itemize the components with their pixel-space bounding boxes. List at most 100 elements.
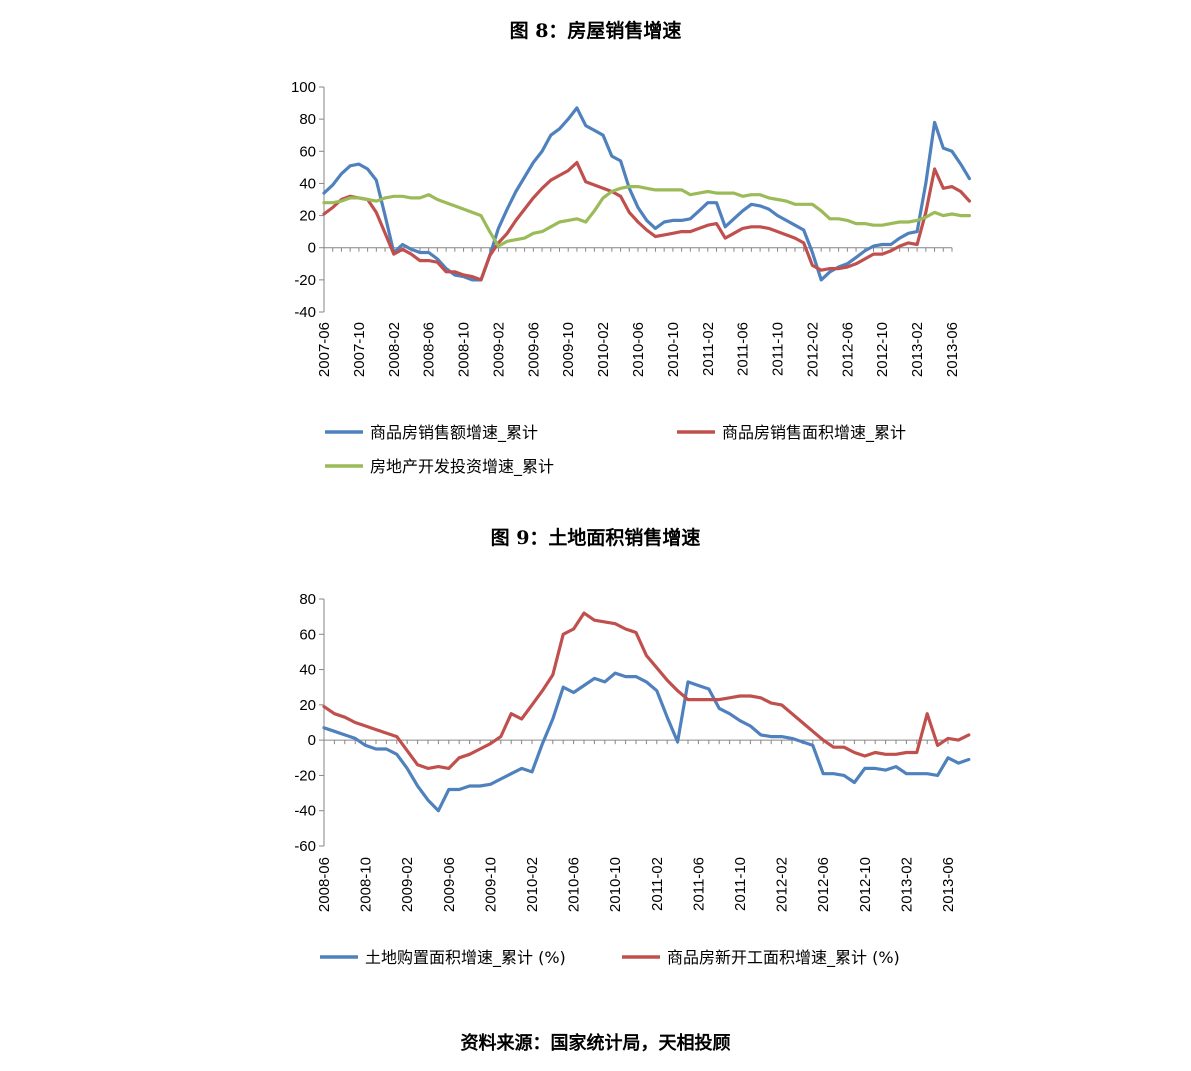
data-point bbox=[406, 749, 409, 752]
data-point bbox=[936, 744, 939, 747]
data-point bbox=[785, 200, 788, 203]
data-point bbox=[828, 267, 831, 270]
data-point bbox=[698, 209, 700, 212]
data-point bbox=[645, 219, 648, 222]
data-point bbox=[733, 232, 735, 235]
legend-label: 土地购置面积增速_累计 (%) bbox=[365, 948, 566, 968]
data-point bbox=[506, 240, 509, 243]
data-point bbox=[924, 216, 927, 219]
legend-label: 商品房销售额增速_累计 bbox=[370, 423, 538, 443]
data-point bbox=[637, 185, 639, 188]
y-tick-label: 100 bbox=[291, 79, 316, 96]
data-point bbox=[624, 628, 627, 630]
data-point bbox=[331, 206, 334, 209]
data-point bbox=[437, 765, 440, 768]
data-point bbox=[837, 217, 840, 220]
data-point bbox=[532, 232, 535, 235]
data-point bbox=[663, 221, 666, 223]
data-point bbox=[828, 217, 831, 220]
data-point bbox=[584, 221, 587, 223]
data-point bbox=[603, 621, 606, 623]
data-point bbox=[916, 219, 919, 222]
data-point bbox=[855, 262, 857, 265]
data-point bbox=[689, 230, 692, 233]
data-point bbox=[759, 193, 762, 196]
data-point bbox=[916, 230, 919, 233]
data-point bbox=[541, 230, 543, 233]
data-point bbox=[603, 681, 606, 683]
data-point bbox=[427, 193, 430, 196]
data-point bbox=[392, 253, 395, 256]
data-point bbox=[531, 771, 533, 773]
data-point bbox=[863, 222, 866, 225]
x-tick-label: 2010-02 bbox=[595, 322, 612, 377]
data-point bbox=[576, 106, 578, 109]
data-point bbox=[593, 209, 596, 212]
data-point bbox=[323, 705, 325, 708]
data-point bbox=[468, 785, 471, 787]
data-point bbox=[419, 196, 421, 199]
data-point bbox=[951, 185, 953, 188]
data-point bbox=[375, 211, 378, 214]
data-point bbox=[354, 721, 357, 724]
data-point bbox=[619, 160, 622, 162]
data-point bbox=[654, 235, 657, 238]
data-point bbox=[354, 737, 357, 740]
data-point bbox=[419, 259, 421, 262]
data-point bbox=[410, 196, 413, 199]
data-point bbox=[506, 232, 509, 235]
data-point bbox=[480, 214, 482, 217]
data-point bbox=[532, 196, 535, 199]
data-point bbox=[635, 675, 637, 678]
data-point bbox=[619, 187, 622, 190]
data-point bbox=[436, 258, 439, 260]
data-point bbox=[715, 201, 718, 204]
x-tick-label: 2013-02 bbox=[898, 857, 915, 912]
data-point bbox=[514, 238, 517, 241]
data-point bbox=[942, 214, 945, 217]
data-point bbox=[881, 243, 884, 246]
data-point bbox=[384, 214, 386, 217]
data-point bbox=[532, 161, 535, 164]
data-point bbox=[635, 631, 637, 634]
data-point bbox=[811, 744, 814, 747]
data-point bbox=[458, 756, 461, 759]
data-point bbox=[562, 686, 565, 689]
data-point bbox=[471, 211, 474, 214]
data-point bbox=[558, 221, 561, 223]
data-point bbox=[724, 192, 727, 194]
x-tick-label: 2010-10 bbox=[607, 857, 624, 912]
data-point bbox=[780, 735, 783, 738]
data-point bbox=[750, 225, 753, 228]
data-point bbox=[567, 169, 570, 172]
data-point bbox=[366, 198, 369, 201]
data-point bbox=[728, 696, 731, 699]
data-point bbox=[872, 253, 875, 256]
data-point bbox=[872, 245, 875, 248]
data-point bbox=[895, 753, 897, 756]
data-point bbox=[907, 221, 910, 223]
data-point bbox=[957, 739, 960, 742]
data-point bbox=[323, 726, 325, 729]
data-point bbox=[707, 688, 710, 690]
data-point bbox=[458, 788, 461, 791]
data-point bbox=[395, 735, 398, 738]
data-point bbox=[541, 689, 544, 692]
x-tick-label: 2007-10 bbox=[351, 322, 368, 377]
data-point bbox=[759, 733, 762, 736]
data-point bbox=[671, 232, 674, 235]
data-point bbox=[323, 201, 325, 204]
data-point bbox=[794, 203, 796, 206]
data-point bbox=[655, 689, 658, 692]
data-point bbox=[572, 691, 575, 694]
data-point bbox=[926, 712, 929, 715]
data-point bbox=[801, 721, 804, 724]
x-tick-label: 2013-06 bbox=[944, 322, 961, 377]
data-point bbox=[811, 730, 814, 733]
x-tick-label: 2012-02 bbox=[774, 857, 791, 912]
data-point bbox=[541, 187, 543, 190]
data-point bbox=[593, 619, 596, 622]
data-point bbox=[942, 147, 945, 149]
data-point bbox=[489, 783, 492, 786]
data-point bbox=[364, 744, 367, 747]
